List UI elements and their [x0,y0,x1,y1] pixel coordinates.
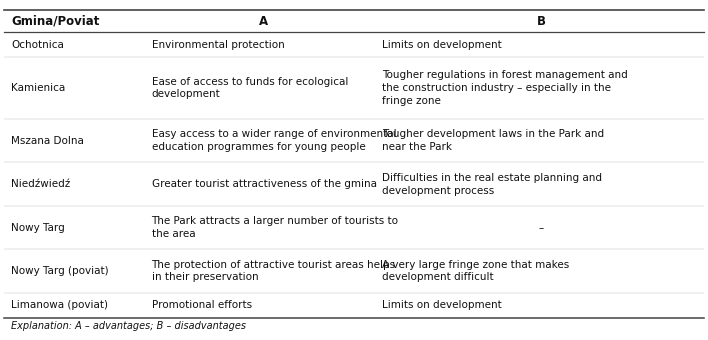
Text: Greater tourist attractiveness of the gmina: Greater tourist attractiveness of the gm… [152,179,377,189]
Text: Niedźwiedź: Niedźwiedź [11,179,71,189]
Text: The protection of attractive tourist areas helps
in their preservation: The protection of attractive tourist are… [152,260,396,283]
Text: Tougher regulations in forest management and
the construction industry – especia: Tougher regulations in forest management… [382,70,627,106]
Text: Mszana Dolna: Mszana Dolna [11,136,84,146]
Text: Tougher development laws in the Park and
near the Park: Tougher development laws in the Park and… [382,129,604,152]
Text: Limanowa (poviat): Limanowa (poviat) [11,300,108,310]
Text: –: – [539,223,544,233]
Text: Limits on development: Limits on development [382,39,501,50]
Text: Difficulties in the real estate planning and
development process: Difficulties in the real estate planning… [382,173,602,195]
Text: Nowy Targ (poviat): Nowy Targ (poviat) [11,266,109,276]
Text: Nowy Targ: Nowy Targ [11,223,65,233]
Text: A: A [259,15,268,28]
Text: The Park attracts a larger number of tourists to
the area: The Park attracts a larger number of tou… [152,216,399,239]
Text: Kamienica: Kamienica [11,83,66,93]
Text: Ochotnica: Ochotnica [11,39,64,50]
Text: Gmina/Poviat: Gmina/Poviat [11,15,100,28]
Text: Ease of access to funds for ecological
development: Ease of access to funds for ecological d… [152,76,348,99]
Text: Environmental protection: Environmental protection [152,39,285,50]
Text: Promotional efforts: Promotional efforts [152,300,251,310]
Text: B: B [537,15,546,28]
Text: Limits on development: Limits on development [382,300,501,310]
Text: Explanation: A – advantages; B – disadvantages: Explanation: A – advantages; B – disadva… [11,321,246,331]
Text: A very large fringe zone that makes
development difficult: A very large fringe zone that makes deve… [382,260,569,283]
Text: Easy access to a wider range of environmental
education programmes for young peo: Easy access to a wider range of environm… [152,129,396,152]
